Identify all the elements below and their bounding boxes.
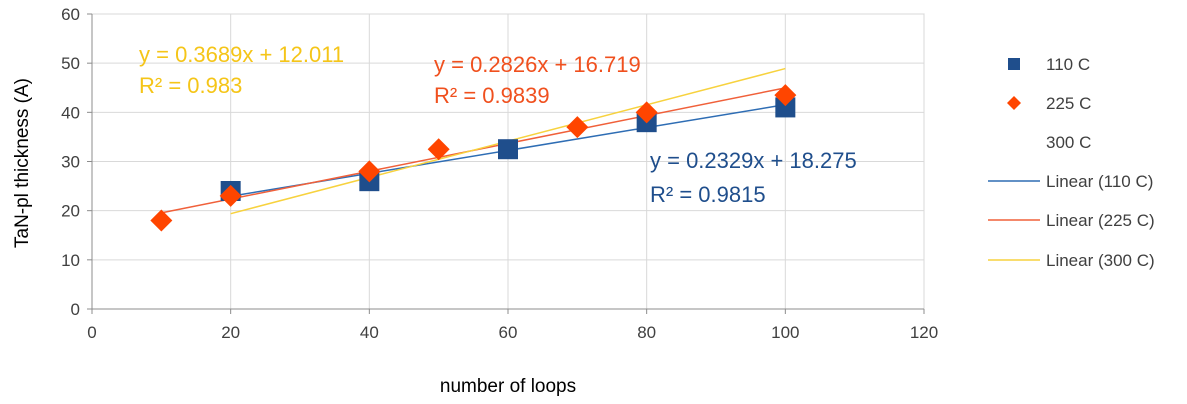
legend-diamond-icon bbox=[1007, 96, 1021, 110]
data-point-diamond bbox=[358, 160, 381, 183]
data-point-diamond bbox=[219, 184, 242, 207]
x-tick-label: 120 bbox=[910, 323, 938, 342]
x-tick-label: 20 bbox=[221, 323, 240, 342]
x-tick-label: 60 bbox=[499, 323, 518, 342]
trend-r-squared: R² = 0.9815 bbox=[650, 182, 766, 207]
legend-label: Linear (300 C) bbox=[1046, 251, 1155, 270]
y-tick-label: 40 bbox=[61, 103, 80, 122]
legend-label: 110 C bbox=[1046, 55, 1090, 74]
trend-equation: y = 0.3689x + 12.011 bbox=[139, 42, 344, 67]
data-point-diamond bbox=[150, 209, 173, 232]
legend-square-icon bbox=[1008, 58, 1020, 70]
x-tick-label: 100 bbox=[771, 323, 799, 342]
data-point-square bbox=[775, 97, 796, 118]
trend-equation: y = 0.2826x + 16.719 bbox=[434, 52, 641, 77]
data-point-diamond bbox=[774, 84, 797, 107]
x-tick-label: 40 bbox=[360, 323, 379, 342]
y-axis-title: TaN-pl thickness (A) bbox=[12, 78, 33, 248]
axes: 0 20 40 60 80 100 120 0 10 20 30 40 50 60 bbox=[61, 5, 938, 342]
trend-equation: y = 0.2329x + 18.275 bbox=[650, 148, 857, 173]
x-axis-title: number of loops bbox=[440, 376, 576, 397]
legend-label: Linear (110 C) bbox=[1046, 172, 1153, 191]
legend-label: 225 C bbox=[1046, 94, 1091, 113]
data-point-diamond bbox=[427, 138, 450, 161]
y-tick-label: 20 bbox=[61, 202, 80, 221]
legend-label: Linear (225 C) bbox=[1046, 211, 1155, 230]
trend-r-squared: R² = 0.983 bbox=[139, 73, 242, 98]
data-point-square bbox=[498, 139, 518, 160]
y-tick-label: 10 bbox=[61, 251, 80, 270]
equation-labels: y = 0.2329x + 18.275 R² = 0.9815 y = 0.282… bbox=[139, 42, 857, 207]
legend-label: 300 C bbox=[1046, 133, 1091, 152]
data-markers bbox=[150, 84, 797, 232]
x-tick-label: 0 bbox=[87, 323, 96, 342]
data-point-diamond bbox=[566, 116, 589, 139]
y-tick-label: 30 bbox=[61, 153, 80, 172]
y-tick-label: 0 bbox=[71, 300, 80, 319]
x-tick-label: 80 bbox=[637, 323, 656, 342]
data-point-diamond bbox=[635, 101, 658, 124]
legend: 110 C 225 C 300 C Linear (110 C) Linear (225… bbox=[988, 55, 1155, 270]
y-tick-label: 50 bbox=[61, 54, 80, 73]
trend-r-squared: R² = 0.9839 bbox=[434, 83, 550, 108]
y-tick-label: 60 bbox=[61, 5, 80, 24]
